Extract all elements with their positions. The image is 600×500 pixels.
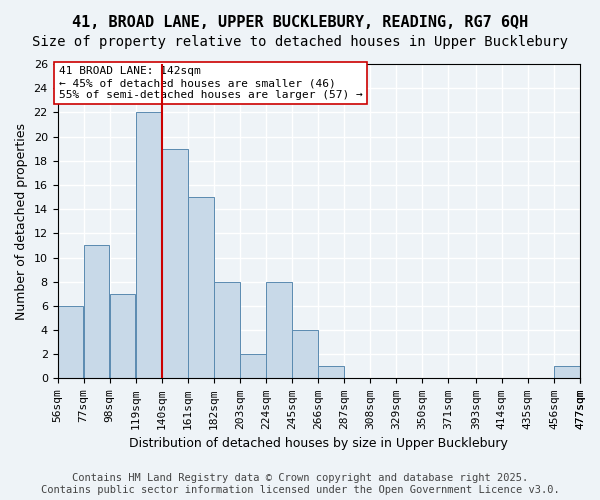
Bar [240,354,266,378]
Bar [292,330,318,378]
Text: Size of property relative to detached houses in Upper Bucklebury: Size of property relative to detached ho… [32,35,568,49]
Bar [319,366,344,378]
Text: 41, BROAD LANE, UPPER BUCKLEBURY, READING, RG7 6QH: 41, BROAD LANE, UPPER BUCKLEBURY, READIN… [72,15,528,30]
Bar [554,366,580,378]
Bar [214,282,239,378]
Text: 41 BROAD LANE: 142sqm
← 45% of detached houses are smaller (46)
55% of semi-deta: 41 BROAD LANE: 142sqm ← 45% of detached … [59,66,362,100]
Bar [136,112,161,378]
X-axis label: Distribution of detached houses by size in Upper Bucklebury: Distribution of detached houses by size … [130,437,508,450]
Text: Contains HM Land Registry data © Crown copyright and database right 2025.
Contai: Contains HM Land Registry data © Crown c… [41,474,559,495]
Y-axis label: Number of detached properties: Number of detached properties [15,122,28,320]
Bar [84,246,109,378]
Bar [266,282,292,378]
Bar [110,294,136,378]
Bar [162,148,188,378]
Bar [188,197,214,378]
Bar [58,306,83,378]
